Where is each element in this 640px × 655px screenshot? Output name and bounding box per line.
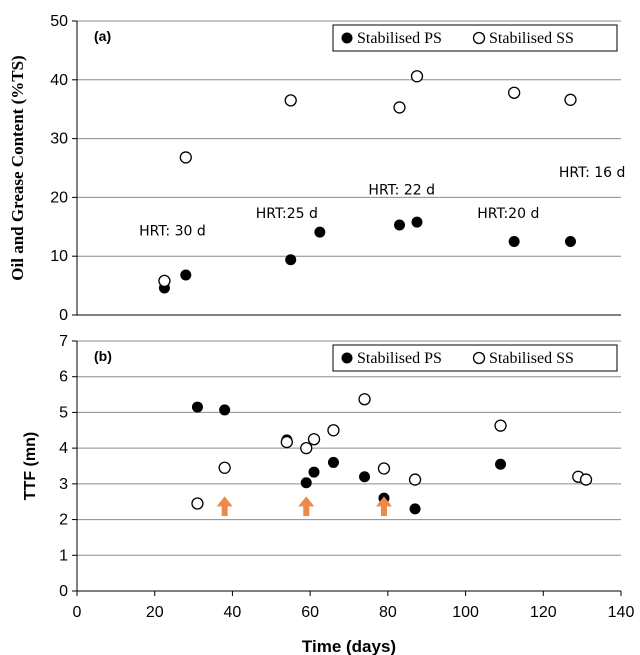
y-tick-label: 4 [59,440,68,457]
y-tick-label: 10 [50,248,68,265]
data-point-open [408,473,422,486]
y-axis-title: TTF (mn) [22,432,39,500]
data-point-filled [508,236,520,247]
panel-a: 0 10 20 30 40 50 Oil and Grease Content (%TS) (… [8,13,625,324]
panel-label: (a) [94,28,111,44]
panel-label: (b) [94,348,112,364]
hrt-annotation: HRT: 16 d [559,165,626,181]
x-tick-label: 0 [73,604,82,621]
data-point-filled [285,254,297,266]
data-point-filled [300,477,312,489]
data-point-filled [394,219,406,231]
data-point-filled [180,269,192,281]
legend-marker-filled [341,32,353,44]
hrt-annotation: HRT: 30 d [139,224,206,240]
legend-marker-filled [341,352,353,364]
x-tick-label: 60 [301,604,319,621]
data-point-filled [219,404,231,416]
data-point-open [507,86,521,99]
y-axis-title: Oil and Grease Content (%TS) [8,55,27,280]
data-point-filled [327,456,339,468]
data-point-open [179,151,192,164]
data-point-open [393,101,406,114]
data-point-open [358,393,371,406]
data-point-open [191,497,204,510]
data-point-filled [409,503,421,515]
legend-label: Stabilised PS [357,30,442,47]
arrow-marker [216,496,233,516]
x-axis-title: Time (days) [302,637,396,655]
data-point-open [307,433,321,446]
data-point-open [280,435,293,449]
hrt-annotation: HRT: 22 d [368,182,435,198]
hrt-annotation: HRT:25 d [256,206,318,222]
x-tick-label: 140 [608,604,635,621]
panel-b: 0 1 2 3 4 5 6 7 0 20 40 60 80 100 120 140 TTF (mn) Time (… [22,333,634,655]
data-point-filled [314,226,326,238]
y-tick-label: 0 [59,307,68,324]
y-tick-label: 2 [59,512,68,529]
data-point-filled [191,401,203,413]
y-tick-label: 20 [50,189,68,206]
x-tick-label: 80 [379,604,397,621]
x-tick-label: 100 [452,604,479,621]
hrt-annotation: HRT:20 d [477,206,539,222]
data-point-open [494,419,507,432]
data-point-filled [564,236,576,247]
y-tick-label: 5 [59,404,68,421]
legend-marker-open [472,31,486,45]
y-tick-label: 1 [59,547,68,564]
legend-label: Stabilised SS [489,350,574,367]
data-point-open [564,93,577,106]
data-point-filled [359,471,371,483]
data-point-open [327,424,340,437]
data-point-filled [411,216,423,228]
x-tick-label: 40 [224,604,242,621]
data-point-open [158,274,171,288]
data-point-open [377,462,391,475]
legend-label: Stabilised SS [489,30,574,47]
x-tick-label: 120 [530,604,557,621]
y-tick-label: 6 [59,369,68,386]
y-tick-label: 40 [50,72,68,89]
data-point-open [579,473,593,486]
data-point-open [284,94,297,107]
y-tick-label: 30 [50,131,68,148]
legend-label: Stabilised PS [357,350,442,367]
data-point-open [300,441,313,455]
y-tick-label: 3 [59,476,68,493]
data-point-filled [308,466,320,478]
legend-marker-open [472,351,486,365]
data-point-open [218,461,231,474]
data-point-open [410,70,424,83]
y-tick-label: 50 [50,13,68,30]
y-tick-label: 7 [59,333,68,350]
arrow-marker [298,496,315,516]
x-tick-label: 20 [146,604,164,621]
y-tick-label: 0 [59,583,68,600]
arrow-marker [375,496,392,516]
data-point-filled [495,458,507,470]
